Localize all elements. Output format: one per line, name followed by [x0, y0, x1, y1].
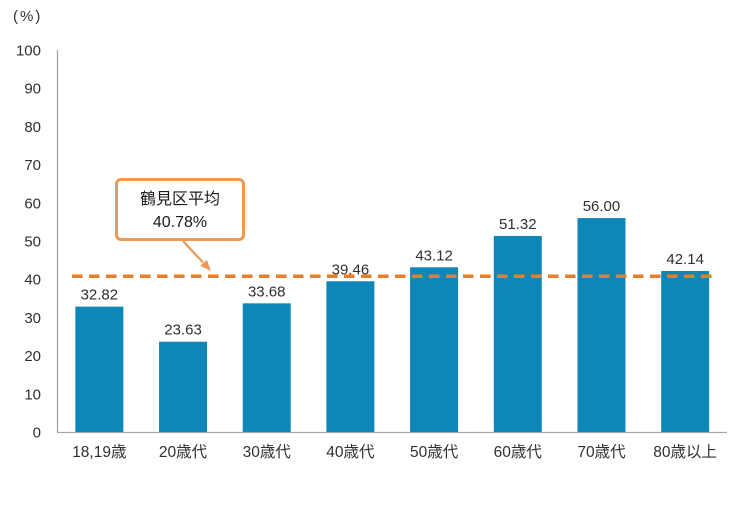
y-axis-unit-label: (%): [13, 8, 43, 25]
bar: [661, 271, 710, 432]
x-axis-category-label: 40歳代: [326, 443, 375, 461]
bar: [159, 341, 208, 432]
x-axis-category-label: 70歳代: [577, 443, 626, 461]
y-axis-tick-label: 0: [33, 425, 41, 442]
x-axis-category-label: 60歳代: [494, 443, 543, 461]
bar-value-label: 23.63: [164, 322, 202, 339]
bar-value-label: 32.82: [81, 287, 119, 304]
x-axis-category-label: 18,19歳: [72, 443, 126, 461]
average-callout-value: 40.78%: [152, 214, 208, 231]
bar-value-label: 56.00: [583, 198, 621, 215]
x-axis-category-label: 50歳代: [410, 443, 459, 461]
y-axis-tick-label: 80: [24, 119, 41, 136]
y-axis-tick-label: 50: [24, 234, 41, 251]
average-callout-title: 鶴見区平均: [139, 191, 220, 208]
callout-arrow-head: [200, 259, 211, 271]
bar: [242, 303, 291, 432]
bar-value-label: 43.12: [415, 247, 453, 264]
bar-value-label: 39.46: [332, 261, 370, 278]
bar: [410, 267, 459, 432]
bar: [75, 306, 124, 432]
x-axis-category-label: 20歳代: [159, 443, 208, 461]
y-axis-tick-label: 70: [24, 157, 41, 174]
x-axis-category-label: 30歳代: [243, 443, 292, 461]
x-axis-category-label: 80歳以上: [653, 443, 717, 461]
y-axis-tick-label: 100: [16, 43, 41, 60]
bar-value-label: 51.32: [499, 216, 537, 233]
y-axis-tick-label: 30: [24, 310, 41, 327]
bar: [577, 218, 626, 432]
y-axis-tick-label: 10: [24, 386, 41, 403]
bar: [493, 235, 542, 432]
average-callout: 鶴見区平均 40.78%: [115, 178, 245, 241]
bar-value-label: 33.68: [248, 283, 286, 300]
bar: [326, 281, 375, 432]
y-axis-tick-label: 90: [24, 81, 41, 98]
callout-arrow-line: [182, 240, 204, 264]
y-axis-tick-label: 60: [24, 195, 41, 212]
y-axis-tick-label: 40: [24, 272, 41, 289]
bar-value-label: 42.14: [666, 251, 704, 268]
y-axis-tick-label: 20: [24, 348, 41, 365]
